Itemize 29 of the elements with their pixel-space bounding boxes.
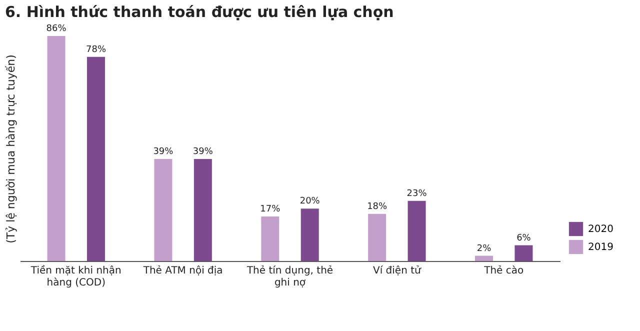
bar xyxy=(154,158,172,261)
bar xyxy=(300,208,319,261)
data-label: 78% xyxy=(86,44,106,55)
x-tick-label: Thẻ cào xyxy=(483,264,524,276)
data-label: 18% xyxy=(367,202,388,212)
x-tick-label: Thẻ tín dụng, thẻ ghi nợ xyxy=(246,264,334,288)
data-label: 6% xyxy=(516,233,532,244)
data-label: 39% xyxy=(192,146,214,157)
bar xyxy=(408,200,426,261)
data-label: 20% xyxy=(300,196,320,207)
data-label: 17% xyxy=(260,204,281,215)
bar xyxy=(514,245,533,261)
bar xyxy=(86,56,105,261)
x-tick-label: Thẻ ATM nội địa xyxy=(142,264,223,276)
data-label: 23% xyxy=(406,188,428,199)
data-label: 86% xyxy=(46,24,67,34)
x-tick-label: Ví điện tử xyxy=(373,264,422,276)
bar xyxy=(194,158,212,261)
bar xyxy=(368,214,386,261)
chart-title: 6. Hình thức thanh toán được ưu tiên lựa chọn xyxy=(5,3,394,21)
bar xyxy=(47,36,66,261)
x-tick-label: Tiền mặt khi nhận hàng (COD) xyxy=(30,264,122,288)
bar xyxy=(475,256,494,261)
y-axis-title: (Tỷ lệ người mua hàng trực tuyến) xyxy=(4,54,18,244)
legend-label: 2019 xyxy=(588,242,614,253)
data-label: 39% xyxy=(153,146,174,157)
bar xyxy=(261,216,280,261)
data-label: 2% xyxy=(476,244,492,254)
legend-label: 2020 xyxy=(588,224,614,235)
